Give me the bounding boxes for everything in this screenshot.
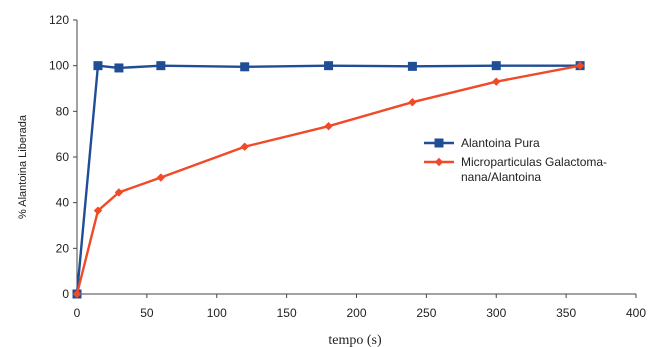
series-1-point	[408, 98, 417, 107]
series-1	[72, 61, 585, 299]
x-axis-label: tempo (s)	[328, 333, 382, 347]
y-tick-label: 40	[56, 196, 70, 210]
y-tick-label: 60	[56, 150, 70, 164]
y-tick-label: 20	[56, 241, 70, 255]
legend-item-0: Alantoina Pura	[424, 136, 540, 150]
x-tick-label: 200	[346, 306, 366, 320]
series-1-point	[492, 77, 501, 86]
chart-legend: Alantoina Pura Microparticulas Galactoma-…	[424, 136, 607, 184]
series-0-point	[491, 61, 501, 71]
x-tick-label: 250	[416, 306, 436, 320]
series-1-point	[324, 121, 333, 131]
legend-label-line: Microparticulas Galactoma-	[461, 155, 607, 169]
series-1-point	[240, 142, 249, 151]
x-tick-label: 350	[556, 306, 576, 320]
x-tick-label: 0	[74, 306, 81, 320]
series-0-point	[324, 61, 334, 71]
y-tick-label: 80	[56, 104, 70, 118]
y-tick-label: 0	[62, 287, 69, 301]
series-0-point	[156, 61, 166, 71]
x-tick-label: 100	[207, 306, 227, 320]
chart-series	[72, 61, 585, 299]
series-1-point	[114, 188, 124, 197]
x-tick-label: 400	[626, 306, 646, 320]
x-tick-label: 50	[140, 306, 154, 320]
y-tick-labels: 0 20 40 60 80 100 120	[49, 13, 77, 301]
x-tick-label: 150	[277, 306, 297, 320]
series-0-point	[240, 62, 250, 72]
y-tick-label: 100	[49, 59, 69, 73]
y-tick-label: 120	[49, 13, 69, 27]
series-1-point	[575, 61, 585, 70]
series-1-point	[93, 206, 103, 215]
y-axis-label: % Alantoina Liberada	[17, 114, 29, 219]
legend-label: Alantoina Pura	[461, 136, 540, 150]
series-0-point	[407, 61, 417, 71]
series-1-point	[156, 173, 166, 182]
series-1-point	[72, 289, 82, 299]
legend-item-1: Microparticulas Galactoma-nana/Alantoina	[424, 155, 607, 184]
series-1-point	[434, 157, 444, 167]
series-0-point	[93, 61, 103, 71]
series-0-point	[114, 63, 124, 73]
legend-label-line: nana/Alantoina	[461, 170, 541, 184]
x-tick-label: 300	[486, 306, 506, 320]
series-0-point	[434, 138, 444, 148]
x-tick-labels: 0 50 100 150 200 250 300 350 400	[74, 294, 646, 320]
